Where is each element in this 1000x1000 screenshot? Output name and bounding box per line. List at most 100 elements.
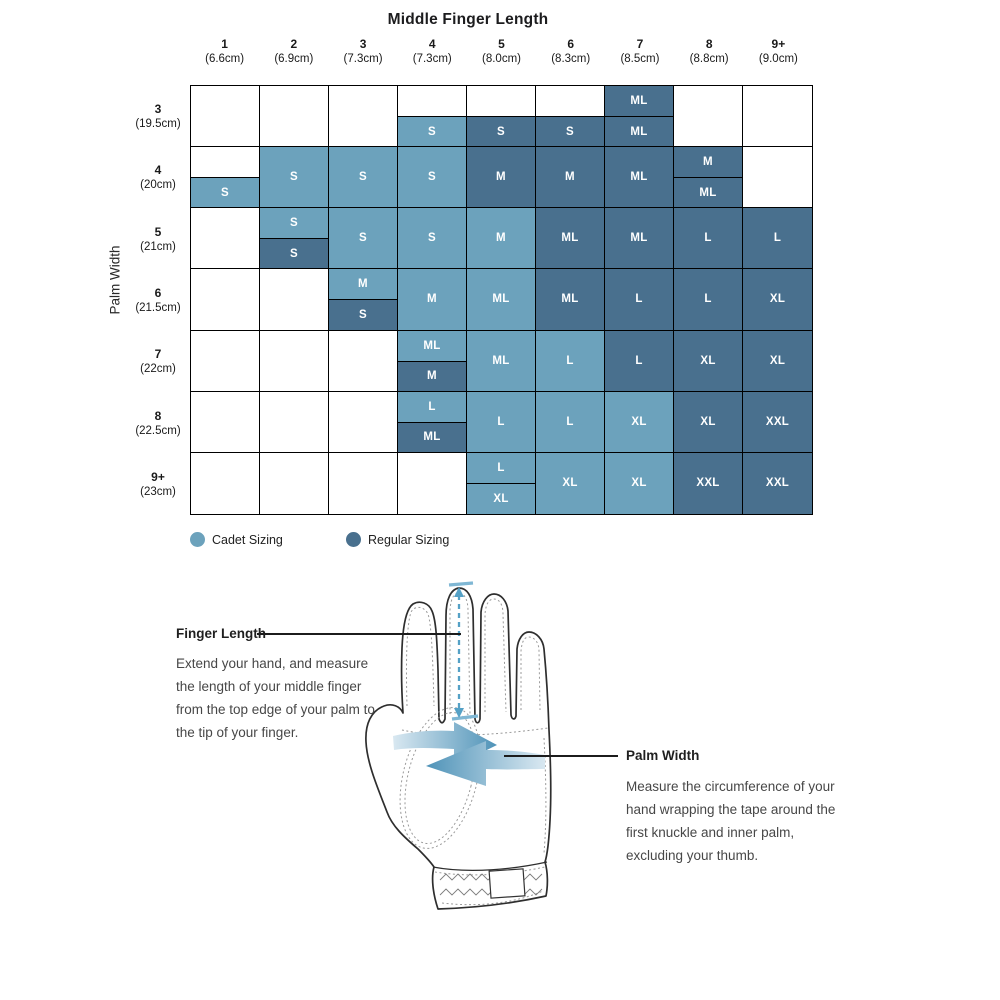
- column-header: 2 (6.9cm): [274, 37, 314, 65]
- legend-label: Regular Sizing: [368, 532, 450, 547]
- size-cell: [191, 269, 260, 331]
- legend-label: Cadet Sizing: [212, 532, 283, 547]
- size-cell: [743, 147, 812, 209]
- size-cell: M: [398, 269, 467, 331]
- size-cell: [329, 452, 398, 514]
- column-headers: 1 (6.6cm) 2 (6.9cm) 3 (7.3cm) 4 (7.3cm) 5 (8.0cm)…: [190, 37, 813, 65]
- size-cell: [329, 86, 398, 148]
- size-cell: [743, 86, 812, 148]
- glove-illustration: [365, 581, 552, 910]
- size-cell: [260, 269, 329, 331]
- size-cell: [260, 330, 329, 392]
- size-cell: XL: [674, 391, 743, 453]
- size-cell: [260, 452, 329, 514]
- size-cell: S: [398, 86, 467, 148]
- column-header: 4 (7.3cm): [412, 37, 452, 65]
- legend-item-cadet: Cadet Sizing: [190, 532, 283, 547]
- size-cell: M: [467, 147, 536, 209]
- size-cell: S: [191, 147, 260, 209]
- row-header: 6 (21.5cm): [135, 285, 181, 314]
- size-cell: S: [467, 86, 536, 148]
- row-headers: 3 (19.5cm) 4 (20cm) 5 (21cm) 6 (21.5cm) 7 (22cm) 8…: [118, 85, 198, 515]
- size-grid: S S S ML ML S S S S M M ML M ML S S S S M ML ML L L M S M ML ML L L XL…: [190, 85, 813, 515]
- size-cell: [398, 452, 467, 514]
- size-cell: L: [605, 269, 674, 331]
- size-cell: S: [329, 208, 398, 270]
- size-cell: L: [467, 391, 536, 453]
- finger-length-description: Extend your hand, and measure the length…: [176, 656, 375, 740]
- palm-width-description: Measure the circumference of your hand w…: [626, 779, 836, 863]
- size-cell: L: [674, 269, 743, 331]
- column-header: 9+ (9.0cm): [758, 37, 798, 65]
- size-cell: [191, 86, 260, 148]
- size-cell: [260, 391, 329, 453]
- size-cell: [191, 452, 260, 514]
- size-cell: ML: [536, 269, 605, 331]
- row-header: 3 (19.5cm): [135, 101, 181, 130]
- size-cell: M: [536, 147, 605, 209]
- size-cell: [329, 391, 398, 453]
- row-header: 9+ (23cm): [140, 470, 176, 499]
- row-header: 5 (21cm): [140, 224, 176, 253]
- finger-length-measure: [448, 581, 479, 721]
- size-cell: M ML: [674, 147, 743, 209]
- size-cell: S: [398, 147, 467, 209]
- size-cell: L: [743, 208, 812, 270]
- size-cell: [329, 330, 398, 392]
- size-cell: ML: [605, 147, 674, 209]
- size-cell: M: [467, 208, 536, 270]
- row-header: 4 (20cm): [140, 163, 176, 192]
- size-cell: ML: [605, 208, 674, 270]
- size-cell: L XL: [467, 452, 536, 514]
- size-cell: ML M: [398, 330, 467, 392]
- size-cell: S: [329, 147, 398, 209]
- size-cell: XL: [674, 330, 743, 392]
- size-cell: [674, 86, 743, 148]
- size-cell: L: [536, 391, 605, 453]
- finger-length-pointer-line: [257, 633, 461, 635]
- size-cell: [191, 391, 260, 453]
- size-cell: XXL: [743, 452, 812, 514]
- size-cell: ML: [467, 269, 536, 331]
- size-cell: XXL: [674, 452, 743, 514]
- size-cell: [191, 330, 260, 392]
- legend-item-regular: Regular Sizing: [346, 532, 449, 547]
- palm-width-heading: Palm Width: [626, 748, 700, 763]
- size-cell: S: [398, 208, 467, 270]
- cuff-tab: [488, 868, 526, 899]
- cuff-line: [432, 861, 548, 872]
- palm-width-pointer-line: [504, 755, 618, 757]
- size-cell: XL: [536, 452, 605, 514]
- size-cell: L: [605, 330, 674, 392]
- column-header: 8 (8.8cm): [689, 37, 729, 65]
- size-cell: ML ML: [605, 86, 674, 148]
- size-cell: L ML: [398, 391, 467, 453]
- size-cell: [191, 208, 260, 270]
- chart-title: Middle Finger Length: [387, 11, 549, 28]
- size-cell: S: [260, 147, 329, 209]
- size-cell: S: [536, 86, 605, 148]
- size-cell: L: [536, 330, 605, 392]
- size-cell: XL: [605, 391, 674, 453]
- palm-width-arrow-left: [426, 741, 545, 786]
- size-cell: XL: [743, 330, 812, 392]
- size-cell: L: [674, 208, 743, 270]
- column-header: 6 (8.3cm): [551, 37, 591, 65]
- size-cell: XL: [743, 269, 812, 331]
- row-header: 8 (22.5cm): [135, 408, 181, 437]
- size-cell: XXL: [743, 391, 812, 453]
- cadet-color-swatch: [190, 532, 205, 547]
- size-cell: XL: [605, 452, 674, 514]
- size-cell: ML: [536, 208, 605, 270]
- regular-color-swatch: [346, 532, 361, 547]
- column-header: 1 (6.6cm): [205, 37, 245, 65]
- size-cell: [260, 86, 329, 148]
- row-header: 7 (22cm): [140, 347, 176, 376]
- column-header: 5 (8.0cm): [482, 37, 521, 65]
- finger-length-heading: Finger Length: [176, 626, 266, 641]
- column-header: 3 (7.3cm): [343, 37, 383, 65]
- column-header: 7 (8.5cm): [620, 37, 660, 65]
